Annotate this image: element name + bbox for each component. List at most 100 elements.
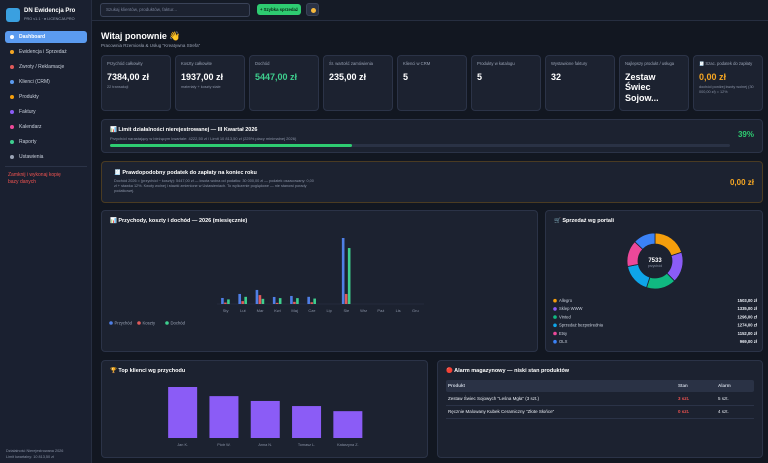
stat-label: Przychód całkowity bbox=[107, 61, 143, 66]
quick-sale-button[interactable]: + Szybka sprzedaż bbox=[257, 4, 301, 15]
legend-label: Sklep WWW bbox=[559, 306, 583, 311]
stat-value: Zestaw Świec Sojow... bbox=[625, 71, 659, 103]
tax-card: 🧾 Prawdopodobny podatek do zapłaty na ko… bbox=[101, 161, 763, 203]
legend-swatch bbox=[553, 331, 557, 336]
stat-card: Koszty całkowite 1937,00 zł materiały + ko… bbox=[175, 55, 245, 111]
bar bbox=[258, 295, 262, 304]
bar bbox=[292, 406, 322, 438]
menu-item[interactable]: Faktury bbox=[5, 106, 87, 118]
legend-value: 969,00 zł bbox=[740, 339, 758, 344]
x-tick-label: Lip bbox=[326, 308, 332, 313]
bar bbox=[293, 301, 296, 304]
legend-value: 1274,00 zł bbox=[737, 323, 757, 328]
legend-label: Koszty bbox=[143, 321, 156, 326]
stat-label: Dochód bbox=[255, 61, 270, 66]
tax-text: Dochód 2026 = (przychód − koszty): 5447,… bbox=[114, 179, 314, 193]
chart-title: 🛒 Sprzedaż wg portali bbox=[554, 218, 615, 224]
x-tick-label: Kwi bbox=[274, 308, 281, 313]
stat-value: 1937,00 zł bbox=[181, 71, 224, 82]
bar bbox=[344, 293, 348, 304]
stat-note: dochód poniżej kwoty wolnej (30 000,00 z… bbox=[699, 85, 754, 94]
bar bbox=[255, 289, 259, 304]
chart-title: 🏆 Top klienci wg przychodu bbox=[110, 368, 186, 374]
table-cell: 4 szt. bbox=[718, 409, 729, 414]
search-input[interactable]: Szukaj klientów, produktów, faktur... bbox=[100, 3, 250, 17]
stat-label: Klienci w CRM bbox=[403, 61, 431, 66]
stat-card: Przychód całkowity 7384,00 zł 22 transakcj… bbox=[101, 55, 171, 111]
bar bbox=[278, 298, 282, 304]
table-row: Zestaw Świec Sojowych "Leśna Mgła" (3 sz… bbox=[446, 393, 754, 406]
table-header-cell: Produkt bbox=[448, 383, 466, 388]
bar bbox=[238, 293, 241, 304]
progress-track bbox=[110, 144, 730, 147]
limit-title: 📊 Limit działalności nierejestrowanej — … bbox=[110, 127, 258, 133]
legend-label: Dochód bbox=[171, 321, 186, 326]
menu-item[interactable]: Ustawienia bbox=[5, 151, 87, 163]
legend-value: 1152,00 zł bbox=[738, 331, 758, 336]
table-cell: 0 szt. bbox=[678, 409, 690, 414]
bar bbox=[250, 400, 280, 438]
legend-value: 1335,00 zł bbox=[737, 306, 757, 311]
table-cell: 3 szt. bbox=[678, 396, 690, 401]
menu-item[interactable]: Klienci (CRM) bbox=[5, 76, 87, 88]
legend-swatch bbox=[553, 315, 557, 319]
bar bbox=[224, 302, 227, 304]
stat-card: Śr. wartość zamówienia 235,00 zł bbox=[323, 55, 393, 111]
table-header-cell: Alarm bbox=[718, 383, 731, 388]
bar bbox=[221, 297, 224, 304]
theme-button[interactable] bbox=[306, 3, 319, 16]
footer-line: Działalność Nierejestrowana 2026 bbox=[6, 449, 64, 453]
menu-item[interactable]: Kalendarz bbox=[5, 121, 87, 133]
limit-card: 📊 Limit działalności nierejestrowanej — … bbox=[101, 119, 763, 153]
bar bbox=[296, 298, 299, 304]
x-tick-label: Maj bbox=[291, 308, 298, 313]
bar bbox=[209, 396, 239, 438]
progress-fill bbox=[110, 144, 352, 147]
legend-swatch bbox=[137, 321, 141, 325]
theme-icon bbox=[310, 7, 316, 13]
backup-button[interactable]: Zamknij i wykonaj kopię bazy danych bbox=[8, 172, 61, 185]
stat-label: Produkty w katalogu bbox=[477, 61, 515, 66]
stat-value: 5 bbox=[477, 71, 483, 82]
x-tick-label: Lut bbox=[240, 308, 246, 313]
stat-card: Klienci w CRM 5 bbox=[397, 55, 467, 111]
stat-value: 5447,00 zł bbox=[255, 71, 298, 82]
menu-item[interactable]: Dashboard bbox=[5, 31, 87, 43]
stat-label: Wystawione faktury bbox=[551, 61, 588, 66]
menu-icon bbox=[10, 35, 14, 39]
menu-item[interactable]: Zwroty / Reklamacje bbox=[5, 61, 87, 73]
legend-value: 1503,00 zł bbox=[737, 298, 757, 303]
menu-icon bbox=[10, 95, 14, 99]
stat-card: 🧾 Szac. podatek do zapłaty 0,00 zł dochód … bbox=[693, 55, 763, 111]
menu-item[interactable]: Produkty bbox=[5, 91, 87, 103]
chart-title: 📊 Przychody, koszty i dochód — 2026 (mie… bbox=[110, 218, 248, 224]
x-tick-label: Gru bbox=[412, 308, 419, 313]
legend-label: OLX bbox=[559, 339, 568, 344]
menu-item[interactable]: Ewidencja i Sprzedaż bbox=[5, 46, 87, 58]
stat-note: 22 transakcji bbox=[107, 85, 129, 89]
donut-slice bbox=[654, 232, 683, 257]
bar bbox=[347, 248, 351, 304]
app-name: DN Ewidencja Pro bbox=[24, 8, 76, 14]
bar bbox=[275, 302, 279, 304]
table-row: Ręcznie Malowany Kubek Ceramiczny "Złote… bbox=[446, 406, 754, 419]
legend-swatch bbox=[109, 321, 113, 325]
menu-icon bbox=[10, 125, 14, 129]
legend-swatch bbox=[553, 307, 557, 311]
legend-swatch bbox=[165, 321, 169, 325]
x-tick-label: Lis bbox=[396, 308, 401, 313]
topbar: Szukaj klientów, produktów, faktur... + … bbox=[92, 0, 768, 21]
tax-title: 🧾 Prawdopodobny podatek do zapłaty na ko… bbox=[114, 170, 257, 176]
clients-chart: Jan K. Piotr W. Anna N. Tomasz L. Katarzyna … bbox=[168, 387, 363, 447]
stock-alarm-title: 🔴 Alarm magazynowy — niski stan produktó… bbox=[446, 368, 570, 374]
legend-swatch bbox=[553, 298, 557, 303]
menu-icon bbox=[10, 65, 14, 69]
bar bbox=[272, 296, 276, 304]
menu-item[interactable]: Raporty bbox=[5, 136, 87, 148]
legend-label: Etsy bbox=[559, 331, 568, 336]
footer-line: Limit kwartalny: 10 813,50 zł bbox=[6, 455, 54, 459]
menu-icon bbox=[10, 155, 14, 159]
stat-value: 7384,00 zł bbox=[107, 71, 150, 82]
donut-slice bbox=[627, 263, 651, 289]
